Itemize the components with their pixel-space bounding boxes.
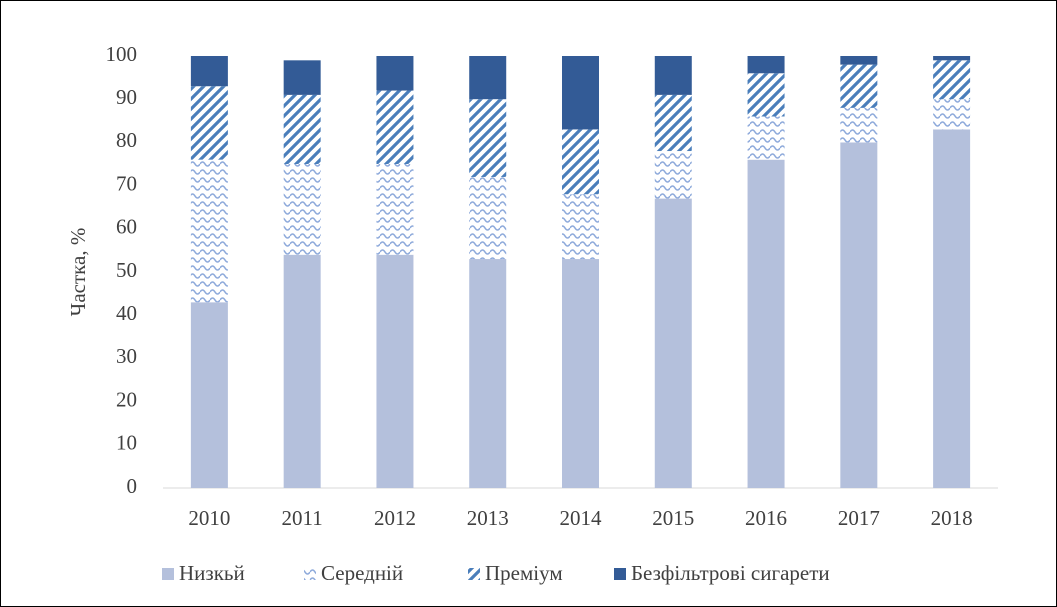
bar-segment — [283, 164, 321, 255]
y-tick-label: 100 — [106, 42, 138, 66]
x-tick-label: 2013 — [467, 506, 509, 530]
y-tick-label: 40 — [116, 301, 137, 325]
x-tick-label: 2012 — [374, 506, 416, 530]
bar-segment — [190, 56, 228, 87]
bar-segment — [469, 176, 507, 260]
x-tick-label: 2011 — [282, 506, 323, 530]
y-axis-label: Частка, % — [66, 228, 90, 317]
bar-segment — [283, 60, 321, 95]
bar-segment — [190, 86, 228, 160]
bar-segment — [747, 159, 785, 488]
y-tick-label: 0 — [127, 474, 138, 498]
bar-segment — [562, 194, 599, 260]
bar-segment — [376, 56, 414, 91]
bar-segment — [840, 64, 878, 108]
bar-segment — [283, 254, 321, 488]
bar-segment — [562, 129, 599, 195]
bar-segment — [654, 56, 692, 95]
y-tick-label: 80 — [116, 128, 137, 152]
x-tick-label: 2014 — [560, 506, 603, 530]
x-tick-label: 2018 — [931, 506, 973, 530]
legend-swatch — [304, 568, 316, 580]
x-tick-label: 2015 — [652, 506, 694, 530]
bar-segment — [840, 56, 878, 65]
legend-label: Безфільтрові сигарети — [631, 561, 830, 585]
y-tick-label: 70 — [116, 171, 137, 195]
bar-segment — [933, 99, 971, 130]
bar-segment — [562, 56, 599, 130]
bar-segment — [190, 302, 228, 488]
bar-segment — [376, 164, 414, 255]
bar-segment — [840, 107, 878, 143]
bar-segment — [933, 56, 971, 61]
bar-segment — [376, 90, 414, 164]
y-tick-label: 20 — [116, 387, 137, 411]
y-tick-label: 60 — [116, 215, 137, 239]
bar-segment — [654, 94, 692, 152]
bar-segment — [654, 151, 692, 199]
legend-label: Преміум — [485, 561, 563, 585]
y-tick-label: 90 — [116, 85, 137, 109]
bar-segment — [469, 99, 507, 177]
x-tick-label: 2010 — [188, 506, 230, 530]
bar-segment — [747, 56, 785, 74]
x-tick-label: 2017 — [838, 506, 880, 530]
bar-segment — [747, 116, 785, 160]
x-tick-label: 2016 — [745, 506, 787, 530]
legend-label: Низкьй — [179, 561, 245, 585]
y-tick-label: 30 — [116, 344, 137, 368]
bar-segment — [747, 73, 785, 117]
bar-segment — [469, 56, 507, 100]
bar-segment — [376, 254, 414, 488]
legend-label: Середній — [321, 561, 403, 585]
legend-swatch — [162, 568, 174, 580]
y-tick-label: 50 — [116, 258, 137, 282]
bar-segment — [933, 60, 971, 100]
bar-segment — [562, 259, 599, 488]
bar-segment — [283, 94, 321, 164]
legend-swatch — [614, 568, 626, 580]
bar-segment — [469, 259, 507, 488]
bar-segment — [190, 159, 228, 303]
bar-segment — [933, 129, 971, 488]
bar-segment — [840, 142, 878, 488]
bar-segment — [654, 198, 692, 488]
y-tick-label: 10 — [116, 431, 137, 455]
legend-swatch — [468, 568, 480, 580]
